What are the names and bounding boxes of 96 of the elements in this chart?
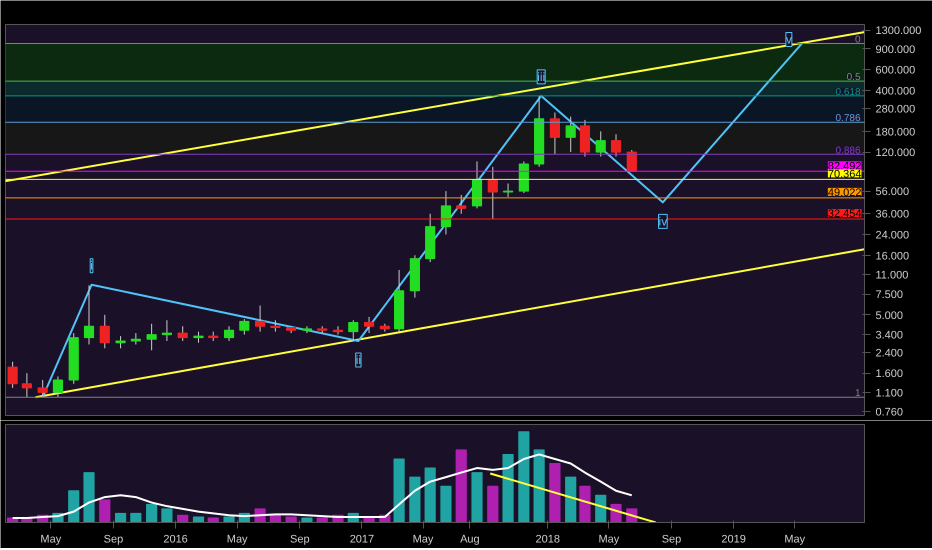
x-tick-label: Aug (460, 534, 480, 546)
ref-line-label: 49.022 (828, 186, 862, 199)
candlestick (22, 372, 32, 398)
bar (99, 499, 110, 522)
annotation: 0 (854, 34, 861, 46)
candlestick (224, 326, 234, 342)
candlestick (8, 361, 18, 388)
bar (130, 512, 142, 522)
bar (471, 472, 483, 522)
candlestick (610, 134, 622, 158)
bar (518, 431, 530, 522)
annotation: iii (537, 70, 546, 84)
y-tick-label: 900.000 (876, 44, 916, 56)
candlestick (100, 314, 110, 349)
bar (565, 476, 576, 522)
bar (177, 514, 188, 522)
bar (456, 449, 467, 522)
y-tick-label: 3.400 (876, 330, 904, 342)
bar (223, 516, 235, 522)
bar (68, 490, 80, 522)
y-tick-label: 7.500 (876, 289, 904, 302)
candlestick (550, 112, 560, 155)
candlestick (115, 336, 126, 349)
y-tick-label: 5.000 (876, 310, 904, 322)
annotation: 1 (854, 388, 861, 400)
y-tick-label: 24.000 (876, 230, 910, 242)
annotation: 0.886 (835, 145, 861, 156)
y-tick-label: 36.000 (876, 208, 910, 221)
y-tick-label: 120.000 (876, 147, 916, 160)
x-tick-label: May (40, 534, 62, 546)
annotation: 0.618 (835, 86, 861, 98)
candlestick (162, 320, 172, 342)
x-tick-label: May (226, 534, 248, 546)
x-tick-label: Sep (662, 534, 682, 546)
candlestick (146, 323, 157, 351)
bar (579, 486, 591, 522)
candlestick (193, 331, 204, 344)
y-tick-label: 600.000 (876, 64, 916, 77)
candlestick (52, 376, 64, 398)
bar (424, 468, 436, 522)
annotation: ii (356, 352, 362, 367)
line-series (42, 42, 803, 398)
bar (146, 504, 158, 522)
bar (286, 516, 297, 522)
candlestick (440, 190, 452, 236)
bar (192, 516, 204, 522)
candlestick (38, 380, 48, 398)
y-tick-label: 56.000 (876, 186, 910, 198)
y-tick-label: 400.000 (876, 85, 916, 98)
bar (161, 508, 173, 522)
x-tick-label: May (598, 534, 620, 546)
bar (316, 517, 328, 522)
x-tick-label: May (784, 534, 806, 546)
candlestick (364, 316, 374, 334)
x-tick-label: 2019 (721, 534, 746, 546)
candlestick (239, 318, 250, 336)
x-tick-label: Sep (104, 534, 124, 546)
candlestick (456, 194, 466, 214)
bar (549, 463, 561, 522)
annotation: 0.5 (846, 72, 861, 84)
y-tick-label: 280.000 (876, 104, 916, 116)
y-tick-label: 16.000 (876, 250, 910, 262)
y-tick-label: 1.100 (876, 387, 904, 400)
bar (409, 476, 420, 522)
annotation: 0.786 (835, 113, 861, 124)
y-tick-label: 2.400 (876, 347, 904, 360)
bar (114, 512, 126, 522)
bar (534, 449, 545, 522)
y-tick-label: 11.000 (876, 269, 908, 282)
bar (487, 486, 498, 522)
bar (83, 472, 95, 522)
candlestick (130, 332, 141, 346)
bar (394, 458, 405, 522)
candlestick (208, 331, 218, 342)
x-tick-label: Sep (290, 534, 310, 546)
x-tick-label: 2017 (350, 534, 374, 546)
y-tick-label: 180.000 (876, 126, 916, 138)
candlestick (502, 182, 514, 198)
bar (440, 486, 452, 522)
y-tick-label: 1300.000 (876, 25, 922, 38)
x-tick-label: May (412, 534, 434, 546)
y-tick-label: 0.760 (876, 406, 904, 418)
candlestick (348, 320, 358, 342)
x-tick-label: 2018 (536, 534, 560, 546)
candlestick (596, 130, 606, 158)
candlestick (255, 304, 266, 332)
candlestick (566, 116, 576, 153)
bar (208, 517, 219, 522)
bar (502, 454, 514, 522)
y-tick-label: 1.600 (876, 368, 904, 380)
candlestick (84, 284, 94, 346)
bar (595, 494, 606, 522)
x-tick-label: 2016 (163, 534, 188, 546)
candlestick (488, 166, 498, 220)
candlestick (178, 326, 188, 342)
annotation: i (90, 258, 93, 273)
